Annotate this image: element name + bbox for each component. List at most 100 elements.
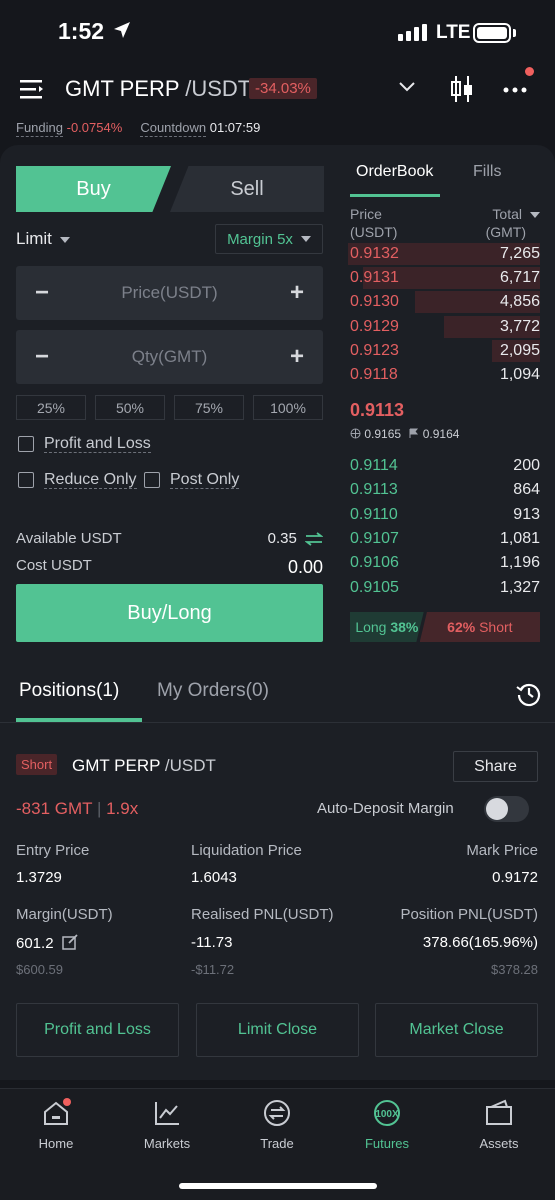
minus-icon[interactable]: − <box>34 343 49 370</box>
plus-icon[interactable]: + <box>289 279 304 306</box>
tab-positions[interactable]: Positions(1) <box>19 680 120 701</box>
qty-input[interactable]: Qty(GMT) <box>131 347 208 366</box>
margin-label: Margin(USDT) <box>16 906 113 923</box>
share-button[interactable]: Share <box>453 751 538 782</box>
auto-deposit-toggle[interactable] <box>484 796 529 822</box>
available-label: Available USDT <box>16 530 122 547</box>
margin-value: 601.2 <box>16 935 54 952</box>
ask-total: 7,265 <box>499 245 540 262</box>
battery-icon <box>473 23 511 43</box>
realised-pnl-label: Realised PNL(USDT) <box>191 906 334 923</box>
pct-50-button[interactable]: 50% <box>95 395 165 420</box>
ask-total: 2,095 <box>499 341 540 359</box>
more-icon[interactable] <box>502 78 528 98</box>
pct-100-button[interactable]: 100% <box>253 395 323 420</box>
ask-price: 0.9132 <box>350 245 399 262</box>
bottom-nav <box>0 1088 555 1200</box>
bid-total: 200 <box>513 457 540 474</box>
nav-home[interactable]: Home <box>16 1098 96 1151</box>
bid-price: 0.9106 <box>350 554 399 572</box>
bid-price: 0.9107 <box>350 529 399 547</box>
nav-assets-label: Assets <box>479 1136 519 1151</box>
post-only-checkbox[interactable]: Post Only <box>144 471 240 489</box>
price-stepper: − Price(USDT) + <box>16 266 323 320</box>
bid-total: 913 <box>513 505 540 523</box>
transfer-icon[interactable] <box>304 532 324 546</box>
market-close-button[interactable]: Market Close <box>375 1003 538 1057</box>
bid-row[interactable]: 0.9106 1,196 <box>348 552 540 574</box>
limit-close-button[interactable]: Limit Close <box>196 1003 359 1057</box>
funding-label[interactable]: Funding <box>16 120 63 137</box>
nav-markets[interactable]: Markets <box>127 1098 207 1151</box>
location-arrow-icon <box>114 22 130 38</box>
bid-row[interactable]: 0.9105 1,327 <box>348 577 540 599</box>
total-header[interactable]: Total (GMT) <box>486 205 540 241</box>
bid-row[interactable]: 0.9107 1,081 <box>348 528 540 550</box>
reduce-only-checkbox[interactable]: Reduce Only <box>18 471 137 489</box>
short-label: Short <box>479 619 513 635</box>
checkbox-icon <box>18 435 34 452</box>
position-pair-quote: /USDT <box>164 756 216 775</box>
long-ratio: Long 38% <box>350 612 424 642</box>
price-input[interactable]: Price(USDT) <box>121 283 218 302</box>
pct-25-button[interactable]: 25% <box>16 395 86 420</box>
ask-row[interactable]: 0.9129 3,772 <box>348 315 540 338</box>
menu-icon[interactable] <box>20 78 44 100</box>
countdown-label[interactable]: Countdown <box>140 120 207 137</box>
margin-select[interactable]: Margin 5x <box>215 224 323 254</box>
checkbox-icon <box>144 471 160 488</box>
ask-price: 0.9131 <box>350 269 399 287</box>
ask-total: 6,717 <box>499 269 540 287</box>
ask-row[interactable]: 0.9118 1,094 <box>348 364 540 386</box>
profit-and-loss-button[interactable]: Profit and Loss <box>16 1003 179 1057</box>
auto-deposit-label: Auto-Deposit Margin <box>317 800 454 817</box>
realised-pnl-usd: -$11.72 <box>191 962 235 977</box>
pair-base: GMT PERP <box>65 76 180 101</box>
short-badge: Short <box>16 754 58 775</box>
mark-price-label: Mark Price <box>466 842 538 859</box>
buy-long-button[interactable]: Buy/Long <box>16 584 323 642</box>
ask-depth-bar <box>348 243 540 265</box>
nav-assets[interactable]: Assets <box>459 1098 539 1151</box>
bid-total: 864 <box>513 481 540 499</box>
caret-down-icon <box>300 236 311 242</box>
qty-stepper: − Qty(GMT) + <box>16 330 323 384</box>
plus-icon[interactable]: + <box>289 343 304 370</box>
minus-icon[interactable]: − <box>34 279 49 306</box>
nav-futures[interactable]: 100X Futures <box>347 1098 427 1151</box>
bid-row[interactable]: 0.9114 200 <box>348 455 540 477</box>
cost-row: Cost USDT 0.00 <box>16 557 323 578</box>
ask-row[interactable]: 0.9123 2,095 <box>348 339 540 362</box>
liquidation-price-label: Liquidation Price <box>191 842 302 859</box>
ask-total: 3,772 <box>499 317 540 335</box>
mark-price: 0.9164 <box>422 427 460 441</box>
checkbox-icon <box>18 471 34 488</box>
history-icon[interactable] <box>516 681 542 707</box>
order-type-select[interactable]: Limit <box>16 229 70 249</box>
pair-title[interactable]: GMT PERP /USDT <box>65 76 251 102</box>
nav-trade[interactable]: Trade <box>237 1098 317 1151</box>
bid-total: 1,327 <box>499 578 540 596</box>
position-size: -831 GMT | 1.9x <box>16 799 139 818</box>
ask-row[interactable]: 0.9130 4,856 <box>348 291 540 314</box>
tab-orderbook[interactable]: OrderBook <box>356 163 434 180</box>
buy-tab[interactable]: Buy <box>16 166 171 212</box>
tab-my-orders[interactable]: My Orders(0) <box>157 680 269 701</box>
ask-row[interactable]: 0.9131 6,717 <box>348 267 540 290</box>
ask-row[interactable]: 0.9132 7,265 <box>348 243 540 265</box>
caret-down-icon <box>59 236 70 243</box>
tab-fills[interactable]: Fills <box>473 163 502 180</box>
margin-value-row: 601.2 <box>16 934 78 952</box>
profit-loss-checkbox[interactable]: Profit and Loss <box>18 435 151 453</box>
candlestick-chart-icon[interactable] <box>450 74 474 104</box>
chevron-down-icon[interactable] <box>398 80 416 94</box>
pct-75-button[interactable]: 75% <box>174 395 244 420</box>
position-pair-base: GMT PERP <box>72 756 161 775</box>
sell-tab[interactable]: Sell <box>170 166 324 212</box>
status-time: 1:52 <box>58 18 105 44</box>
total-header-line1: Total <box>492 206 522 222</box>
bid-row[interactable]: 0.9113 864 <box>348 479 540 501</box>
bid-row[interactable]: 0.9110 913 <box>348 504 540 526</box>
edit-icon[interactable] <box>61 934 78 950</box>
ask-total: 4,856 <box>499 293 540 311</box>
